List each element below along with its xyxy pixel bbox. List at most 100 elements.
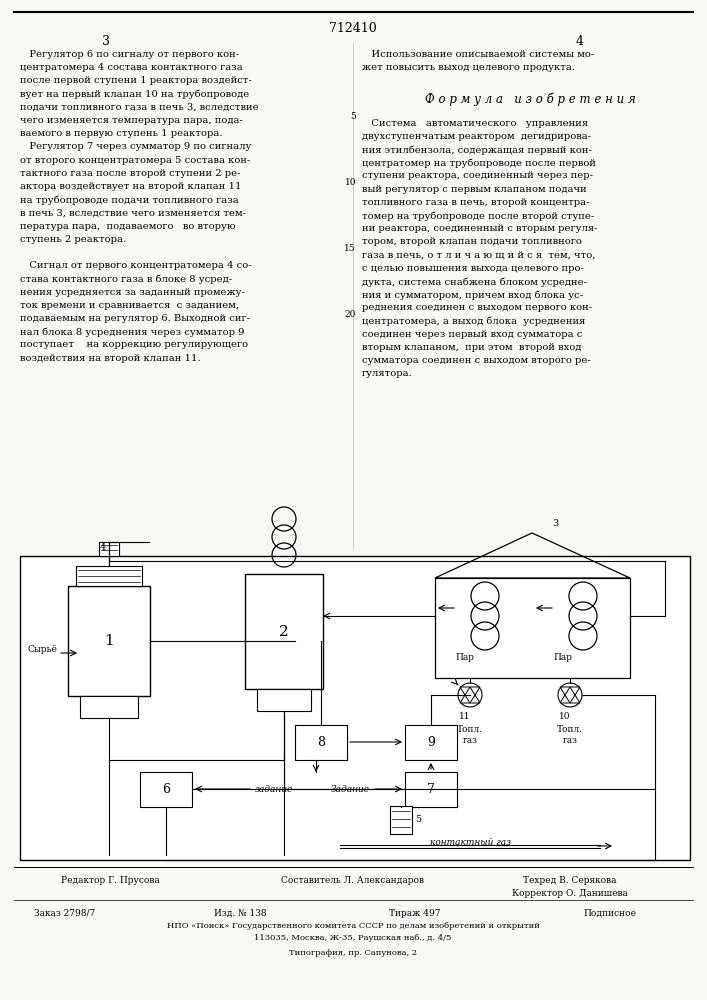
- Text: вторым клапаном,  при этом  второй вход: вторым клапаном, при этом второй вход: [362, 343, 581, 352]
- Text: Топл.: Топл.: [457, 725, 483, 734]
- Text: тактного газа после второй ступени 2 ре-: тактного газа после второй ступени 2 ре-: [20, 169, 240, 178]
- Text: ния и сумматором, причем вход блока ус-: ния и сумматором, причем вход блока ус-: [362, 290, 583, 300]
- Text: Сырьё: Сырьё: [28, 645, 58, 654]
- Text: 9: 9: [427, 736, 435, 749]
- Text: Задание: Задание: [331, 784, 370, 794]
- Bar: [390, 806, 412, 834]
- Text: центратомера, а выход блока  усреднения: центратомера, а выход блока усреднения: [362, 317, 585, 326]
- Text: поступает    на коррекцию регулирующего: поступает на коррекцию регулирующего: [20, 340, 248, 349]
- Text: жет повысить выход целевого продукта.: жет повысить выход целевого продукта.: [362, 63, 575, 72]
- Text: 4: 4: [100, 544, 106, 552]
- Text: Корректор О. Данишева: Корректор О. Данишева: [512, 889, 628, 898]
- Bar: [99, 542, 119, 556]
- Text: 1: 1: [104, 634, 114, 648]
- Text: подаваемым на регулятор 6. Выходной сиг-: подаваемым на регулятор 6. Выходной сиг-: [20, 314, 250, 323]
- Text: Составитель Л. Александаров: Составитель Л. Александаров: [281, 876, 424, 885]
- Bar: [405, 772, 457, 807]
- Text: ступени реактора, соединенный через пер-: ступени реактора, соединенный через пер-: [362, 171, 593, 180]
- Text: 8: 8: [317, 736, 325, 749]
- Text: 11: 11: [460, 712, 471, 721]
- Text: нал блока 8 усреднения через сумматор 9: нал блока 8 усреднения через сумматор 9: [20, 327, 245, 337]
- Bar: [435, 578, 630, 678]
- Text: газа в печь, о т л и ч а ю щ и й с я  тем, что,: газа в печь, о т л и ч а ю щ и й с я тем…: [362, 251, 595, 260]
- Text: 2: 2: [279, 624, 289, 639]
- Text: с целью повышения выхода целевого про-: с целью повышения выхода целевого про-: [362, 264, 584, 273]
- Text: ток времени и сравнивается  с заданием,: ток времени и сравнивается с заданием,: [20, 301, 239, 310]
- Text: реднения соединен с выходом первого кон-: реднения соединен с выходом первого кон-: [362, 303, 592, 312]
- Text: дукта, система снабжена блоком усредне-: дукта, система снабжена блоком усредне-: [362, 277, 587, 287]
- Text: подачи топливного газа в печь 3, вследствие: подачи топливного газа в печь 3, вследст…: [20, 103, 259, 112]
- Text: контактный газ: контактный газ: [430, 838, 511, 847]
- Text: НПО «Поиск» Государственного комитета СССР по делам изобретений и открытий: НПО «Поиск» Государственного комитета СС…: [167, 922, 539, 930]
- Text: центратомера 4 состава контактного газа: центратомера 4 состава контактного газа: [20, 63, 243, 72]
- Text: Изд. № 138: Изд. № 138: [214, 909, 267, 918]
- Text: Тираж 497: Тираж 497: [390, 909, 440, 918]
- Text: 10: 10: [559, 712, 571, 721]
- Text: газ: газ: [462, 736, 477, 745]
- Text: гулятора.: гулятора.: [362, 369, 413, 378]
- Bar: [20, 556, 690, 860]
- Text: 113035, Москва, Ж-35, Раушская наб., д. 4/5: 113035, Москва, Ж-35, Раушская наб., д. …: [255, 934, 452, 942]
- Text: 3: 3: [552, 519, 559, 528]
- Text: 3: 3: [102, 35, 110, 48]
- Text: 7: 7: [427, 783, 435, 796]
- Text: 15: 15: [344, 244, 356, 253]
- Text: пература пара,  подаваемого   во вторую: пература пара, подаваемого во вторую: [20, 222, 235, 231]
- Text: актора воздействует на второй клапан 11: актора воздействует на второй клапан 11: [20, 182, 242, 191]
- Text: тором, второй клапан подачи топливного: тором, второй клапан подачи топливного: [362, 237, 582, 246]
- Bar: [257, 689, 311, 711]
- Text: Регулятор 7 через сумматор 9 по сигналу: Регулятор 7 через сумматор 9 по сигналу: [20, 142, 252, 151]
- Text: 5: 5: [350, 112, 356, 121]
- Bar: [76, 566, 142, 586]
- Bar: [405, 725, 457, 760]
- Text: ваемого в первую ступень 1 реактора.: ваемого в первую ступень 1 реактора.: [20, 129, 223, 138]
- Text: Пар: Пар: [554, 653, 573, 662]
- Text: 6: 6: [162, 783, 170, 796]
- Text: после первой ступени 1 реактора воздейст-: после первой ступени 1 реактора воздейст…: [20, 76, 252, 85]
- Circle shape: [458, 683, 482, 707]
- Text: центратомер на трубопроводе после первой: центратомер на трубопроводе после первой: [362, 158, 596, 168]
- Bar: [80, 696, 138, 718]
- Text: вует на первый клапан 10 на трубопроводе: вует на первый клапан 10 на трубопроводе: [20, 90, 250, 99]
- Text: 10: 10: [344, 178, 356, 187]
- Text: Заказ 2798/7: Заказ 2798/7: [35, 909, 95, 918]
- Text: 20: 20: [344, 310, 356, 319]
- Text: Подписное: Подписное: [583, 909, 636, 918]
- Circle shape: [558, 683, 582, 707]
- Text: от второго концентратомера 5 состава кон-: от второго концентратомера 5 состава кон…: [20, 156, 250, 165]
- Bar: [140, 772, 192, 807]
- Text: става контактного газа в блоке 8 усред-: става контактного газа в блоке 8 усред-: [20, 274, 232, 284]
- Text: Ф о р м у л а   и з о б р е т е н и я: Ф о р м у л а и з о б р е т е н и я: [425, 92, 636, 106]
- Text: 5: 5: [415, 816, 421, 824]
- Bar: [68, 586, 150, 696]
- Text: соединен через первый вход сумматора с: соединен через первый вход сумматора с: [362, 330, 583, 339]
- Text: газ: газ: [563, 736, 578, 745]
- Text: Редактор Г. Прусова: Редактор Г. Прусова: [61, 876, 159, 885]
- Text: на трубопроводе подачи топливного газа: на трубопроводе подачи топливного газа: [20, 195, 239, 205]
- Text: ступень 2 реактора.: ступень 2 реактора.: [20, 235, 126, 244]
- Text: нения усредняется за заданный промежу-: нения усредняется за заданный промежу-: [20, 288, 245, 297]
- Text: вый регулятор с первым клапаном подачи: вый регулятор с первым клапаном подачи: [362, 185, 587, 194]
- Text: Сигнал от первого концентратомера 4 со-: Сигнал от первого концентратомера 4 со-: [20, 261, 252, 270]
- Text: ния этилбензола, содержащая первый кон-: ния этилбензола, содержащая первый кон-: [362, 145, 592, 155]
- Text: Система   автоматического   управления: Система автоматического управления: [362, 119, 588, 128]
- Bar: [245, 574, 323, 689]
- Text: задание: задание: [255, 784, 293, 794]
- Text: Регулятор 6 по сигналу от первого кон-: Регулятор 6 по сигналу от первого кон-: [20, 50, 239, 59]
- Text: Топл.: Топл.: [557, 725, 583, 734]
- Text: Типография, пр. Сапунова, 2: Типография, пр. Сапунова, 2: [289, 949, 417, 957]
- Text: 712410: 712410: [329, 22, 377, 35]
- Text: сумматора соединен с выходом второго ре-: сумматора соединен с выходом второго ре-: [362, 356, 591, 365]
- Text: Использование описываемой системы мо-: Использование описываемой системы мо-: [362, 50, 595, 59]
- Text: чего изменяется температура пара, пода-: чего изменяется температура пара, пода-: [20, 116, 243, 125]
- Text: Пар: Пар: [455, 653, 474, 662]
- Text: воздействия на второй клапан 11.: воздействия на второй клапан 11.: [20, 354, 201, 363]
- Text: Техред В. Серякова: Техред В. Серякова: [523, 876, 617, 885]
- Text: в печь 3, вследствие чего изменяется тем-: в печь 3, вследствие чего изменяется тем…: [20, 208, 246, 217]
- Text: томер на трубопроводе после второй ступе-: томер на трубопроводе после второй ступе…: [362, 211, 595, 221]
- Text: 4: 4: [576, 35, 584, 48]
- Text: топливного газа в печь, второй концентра-: топливного газа в печь, второй концентра…: [362, 198, 590, 207]
- Text: ни реактора, соединенный с вторым регуля-: ни реактора, соединенный с вторым регуля…: [362, 224, 597, 233]
- Text: двухступенчатым реактором  дегидрирова-: двухступенчатым реактором дегидрирова-: [362, 132, 591, 141]
- Bar: [295, 725, 347, 760]
